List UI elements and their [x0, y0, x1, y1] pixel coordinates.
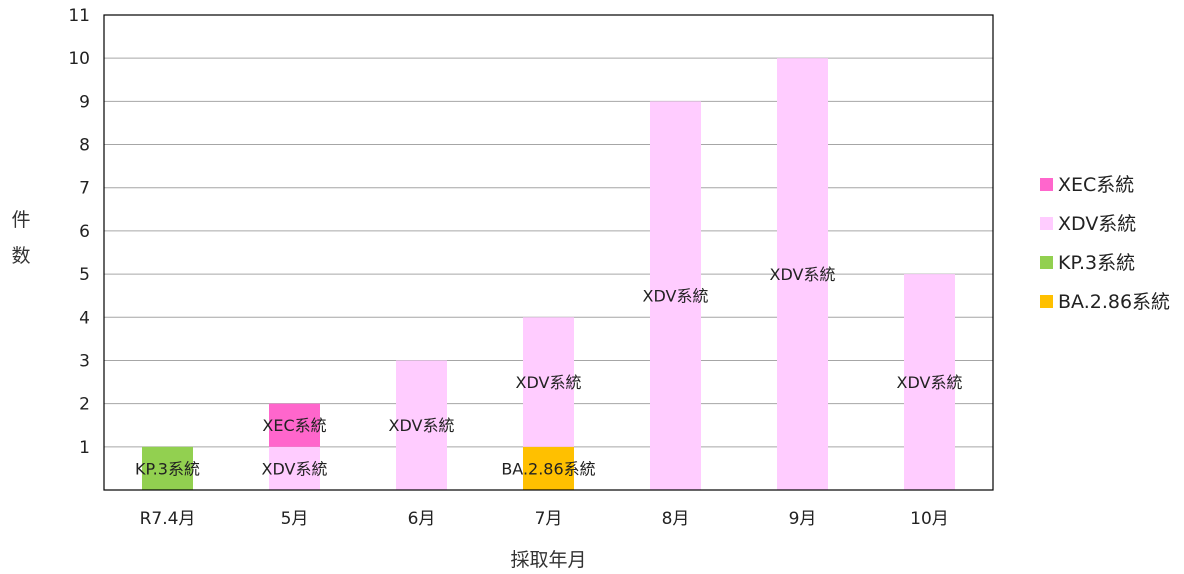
legend-label: XEC系統 — [1058, 174, 1134, 196]
y-tick-label: 2 — [79, 395, 90, 415]
legend-label: XDV系統 — [1058, 213, 1136, 235]
x-tick-labels: R7.4月 5月 6月 7月 8月 9月 10月 — [140, 509, 949, 529]
bar — [269, 403, 320, 447]
y-tick-label: 5 — [79, 265, 90, 285]
bar — [777, 58, 828, 490]
x-tick-label: 7月 — [535, 509, 563, 529]
data-labels: KP.3系統 XDV系統 XEC系統 XDV系統 BA.2.86系統 XDV系統 XDV系統… — [135, 265, 962, 478]
x-tick-label: 10月 — [910, 509, 949, 529]
y-tick-label: 4 — [79, 308, 90, 328]
legend-label: BA.2.86系統 — [1058, 291, 1170, 313]
legend-label: KP.3系統 — [1058, 252, 1135, 274]
bars — [142, 58, 955, 490]
data-label: BA.2.86系統 — [501, 459, 595, 478]
legend-swatch — [1040, 256, 1053, 269]
bar — [142, 446, 193, 490]
x-tick-label: 6月 — [408, 509, 436, 529]
y-tick-label: 10 — [68, 49, 90, 69]
y-tick-label: 7 — [79, 179, 90, 199]
bar — [269, 446, 320, 490]
y-tick-labels: 1 2 3 4 5 6 7 8 9 10 11 — [68, 6, 90, 458]
data-label: XDV系統 — [643, 287, 709, 306]
data-label: XDV系統 — [516, 373, 582, 392]
bar — [904, 274, 955, 490]
legend-swatch — [1040, 178, 1053, 191]
y-tick-label: 6 — [79, 222, 90, 242]
bar — [396, 360, 447, 490]
bar — [523, 446, 574, 490]
legend-swatch — [1040, 295, 1053, 308]
x-tick-label: 5月 — [281, 509, 309, 529]
data-label: XEC系統 — [262, 416, 326, 435]
y-tick-label: 11 — [68, 6, 90, 26]
x-tick-label: 9月 — [789, 509, 817, 529]
data-label: KP.3系統 — [135, 459, 200, 478]
data-label: XDV系統 — [262, 459, 328, 478]
x-tick-label: 8月 — [662, 509, 690, 529]
legend-swatch — [1040, 217, 1053, 230]
bar — [650, 101, 701, 490]
y-tick-label: 8 — [79, 136, 90, 156]
y-axis-label: 件数 — [11, 209, 30, 267]
x-axis-label: 採取年月 — [510, 549, 586, 571]
data-label: XDV系統 — [389, 416, 455, 435]
legend: XEC系統 XDV系統 KP.3系統 BA.2.86系統 — [1040, 174, 1170, 313]
data-label: XDV系統 — [770, 265, 836, 284]
y-tick-label: 1 — [79, 438, 90, 458]
y-tick-label: 9 — [79, 92, 90, 112]
x-tick-label: R7.4月 — [140, 509, 196, 529]
data-label: XDV系統 — [897, 373, 963, 392]
y-tick-label: 3 — [79, 351, 90, 371]
plot-frame — [103, 14, 994, 491]
bar — [523, 317, 574, 447]
